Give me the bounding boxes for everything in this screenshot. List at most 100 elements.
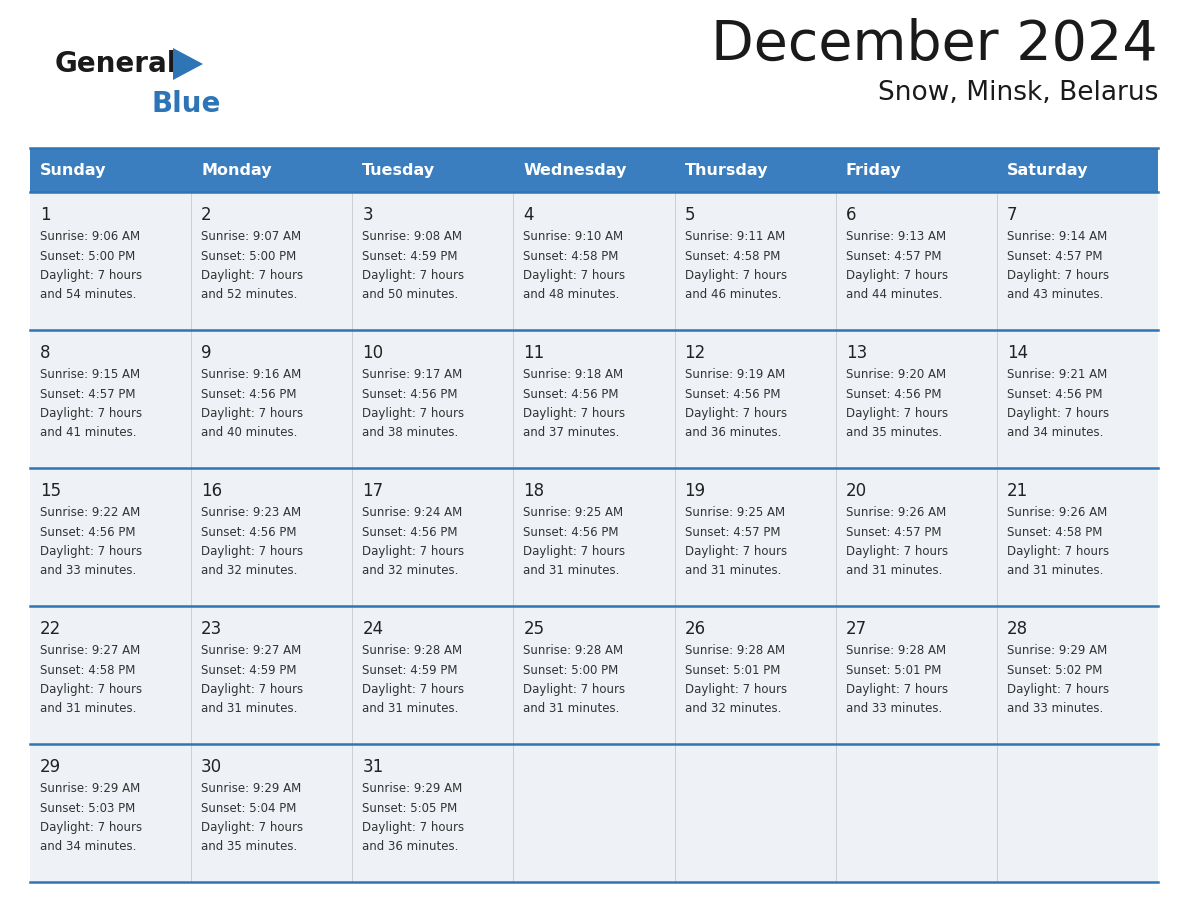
Text: Sunrise: 9:13 AM: Sunrise: 9:13 AM <box>846 230 946 243</box>
Text: and 35 minutes.: and 35 minutes. <box>846 427 942 440</box>
Text: Sunset: 4:58 PM: Sunset: 4:58 PM <box>40 664 135 677</box>
Text: and 44 minutes.: and 44 minutes. <box>846 288 942 301</box>
Text: Daylight: 7 hours: Daylight: 7 hours <box>524 269 626 282</box>
Text: and 33 minutes.: and 33 minutes. <box>40 565 137 577</box>
Text: Sunset: 5:01 PM: Sunset: 5:01 PM <box>684 664 781 677</box>
Text: and 40 minutes.: and 40 minutes. <box>201 427 297 440</box>
Text: Sunrise: 9:18 AM: Sunrise: 9:18 AM <box>524 368 624 381</box>
Text: and 38 minutes.: and 38 minutes. <box>362 427 459 440</box>
Bar <box>30 192 1158 330</box>
Text: and 31 minutes.: and 31 minutes. <box>201 702 297 715</box>
Text: and 32 minutes.: and 32 minutes. <box>684 702 781 715</box>
Text: Tuesday: Tuesday <box>362 162 436 177</box>
Text: and 31 minutes.: and 31 minutes. <box>1007 565 1104 577</box>
Text: Daylight: 7 hours: Daylight: 7 hours <box>684 269 786 282</box>
Text: Daylight: 7 hours: Daylight: 7 hours <box>362 269 465 282</box>
Text: 12: 12 <box>684 344 706 362</box>
Text: Daylight: 7 hours: Daylight: 7 hours <box>40 683 143 696</box>
Text: Sunrise: 9:28 AM: Sunrise: 9:28 AM <box>684 644 785 657</box>
Text: Sunrise: 9:27 AM: Sunrise: 9:27 AM <box>40 644 140 657</box>
Text: 15: 15 <box>40 482 61 500</box>
Text: Snow, Minsk, Belarus: Snow, Minsk, Belarus <box>878 80 1158 106</box>
Text: Daylight: 7 hours: Daylight: 7 hours <box>40 269 143 282</box>
Text: and 31 minutes.: and 31 minutes. <box>40 702 137 715</box>
Text: and 31 minutes.: and 31 minutes. <box>684 565 781 577</box>
Text: Sunrise: 9:25 AM: Sunrise: 9:25 AM <box>684 506 785 519</box>
Text: Sunset: 4:59 PM: Sunset: 4:59 PM <box>362 250 457 263</box>
Text: Sunrise: 9:15 AM: Sunrise: 9:15 AM <box>40 368 140 381</box>
Text: Sunset: 4:59 PM: Sunset: 4:59 PM <box>201 664 297 677</box>
Text: Sunrise: 9:23 AM: Sunrise: 9:23 AM <box>201 506 302 519</box>
Text: 8: 8 <box>40 344 51 362</box>
Text: Sunrise: 9:16 AM: Sunrise: 9:16 AM <box>201 368 302 381</box>
Text: Sunset: 4:57 PM: Sunset: 4:57 PM <box>846 525 941 539</box>
Text: and 43 minutes.: and 43 minutes. <box>1007 288 1104 301</box>
Text: Sunrise: 9:27 AM: Sunrise: 9:27 AM <box>201 644 302 657</box>
Bar <box>30 606 1158 744</box>
Text: 1: 1 <box>40 206 51 224</box>
Text: 7: 7 <box>1007 206 1017 224</box>
Text: and 31 minutes.: and 31 minutes. <box>524 565 620 577</box>
Text: and 32 minutes.: and 32 minutes. <box>201 565 297 577</box>
Text: Daylight: 7 hours: Daylight: 7 hours <box>362 545 465 558</box>
Text: and 41 minutes.: and 41 minutes. <box>40 427 137 440</box>
Text: Sunrise: 9:20 AM: Sunrise: 9:20 AM <box>846 368 946 381</box>
Text: 5: 5 <box>684 206 695 224</box>
Text: Sunrise: 9:07 AM: Sunrise: 9:07 AM <box>201 230 302 243</box>
Text: Sunset: 4:56 PM: Sunset: 4:56 PM <box>684 387 781 400</box>
Text: Sunrise: 9:29 AM: Sunrise: 9:29 AM <box>40 782 140 795</box>
Text: and 34 minutes.: and 34 minutes. <box>40 841 137 854</box>
Text: 31: 31 <box>362 758 384 776</box>
Text: Daylight: 7 hours: Daylight: 7 hours <box>846 545 948 558</box>
Text: 16: 16 <box>201 482 222 500</box>
Text: and 54 minutes.: and 54 minutes. <box>40 288 137 301</box>
Text: Sunrise: 9:28 AM: Sunrise: 9:28 AM <box>524 644 624 657</box>
Text: Sunrise: 9:26 AM: Sunrise: 9:26 AM <box>846 506 946 519</box>
Text: Sunset: 5:00 PM: Sunset: 5:00 PM <box>40 250 135 263</box>
Text: 22: 22 <box>40 620 62 638</box>
Text: Sunset: 5:02 PM: Sunset: 5:02 PM <box>1007 664 1102 677</box>
Text: Daylight: 7 hours: Daylight: 7 hours <box>362 683 465 696</box>
Text: Sunset: 5:03 PM: Sunset: 5:03 PM <box>40 801 135 814</box>
Text: Daylight: 7 hours: Daylight: 7 hours <box>40 821 143 834</box>
Text: Sunset: 4:56 PM: Sunset: 4:56 PM <box>524 387 619 400</box>
Text: Sunrise: 9:10 AM: Sunrise: 9:10 AM <box>524 230 624 243</box>
Text: Thursday: Thursday <box>684 162 769 177</box>
Text: General: General <box>55 50 177 78</box>
Text: Friday: Friday <box>846 162 902 177</box>
Text: and 31 minutes.: and 31 minutes. <box>524 702 620 715</box>
Bar <box>30 744 1158 882</box>
Text: Sunset: 4:56 PM: Sunset: 4:56 PM <box>201 387 297 400</box>
Text: Sunset: 5:04 PM: Sunset: 5:04 PM <box>201 801 297 814</box>
Text: Sunrise: 9:28 AM: Sunrise: 9:28 AM <box>362 644 462 657</box>
Text: and 31 minutes.: and 31 minutes. <box>362 702 459 715</box>
Text: 11: 11 <box>524 344 544 362</box>
Text: and 35 minutes.: and 35 minutes. <box>201 841 297 854</box>
Text: Daylight: 7 hours: Daylight: 7 hours <box>1007 683 1108 696</box>
Text: Sunrise: 9:14 AM: Sunrise: 9:14 AM <box>1007 230 1107 243</box>
Text: Daylight: 7 hours: Daylight: 7 hours <box>846 683 948 696</box>
Text: 2: 2 <box>201 206 211 224</box>
Text: Daylight: 7 hours: Daylight: 7 hours <box>684 407 786 420</box>
Text: Sunset: 4:56 PM: Sunset: 4:56 PM <box>362 525 457 539</box>
Text: 17: 17 <box>362 482 384 500</box>
Text: and 33 minutes.: and 33 minutes. <box>1007 702 1104 715</box>
Text: 3: 3 <box>362 206 373 224</box>
Text: Sunset: 4:59 PM: Sunset: 4:59 PM <box>362 664 457 677</box>
Text: Sunrise: 9:25 AM: Sunrise: 9:25 AM <box>524 506 624 519</box>
Text: and 46 minutes.: and 46 minutes. <box>684 288 781 301</box>
Text: 27: 27 <box>846 620 867 638</box>
Text: 21: 21 <box>1007 482 1028 500</box>
Bar <box>30 148 1158 192</box>
Text: Daylight: 7 hours: Daylight: 7 hours <box>362 407 465 420</box>
Text: Sunrise: 9:21 AM: Sunrise: 9:21 AM <box>1007 368 1107 381</box>
Text: and 50 minutes.: and 50 minutes. <box>362 288 459 301</box>
Text: Daylight: 7 hours: Daylight: 7 hours <box>40 545 143 558</box>
Text: Daylight: 7 hours: Daylight: 7 hours <box>201 683 303 696</box>
Text: Sunrise: 9:08 AM: Sunrise: 9:08 AM <box>362 230 462 243</box>
Text: Wednesday: Wednesday <box>524 162 627 177</box>
Text: Sunset: 4:56 PM: Sunset: 4:56 PM <box>1007 387 1102 400</box>
Text: and 31 minutes.: and 31 minutes. <box>846 565 942 577</box>
Text: 14: 14 <box>1007 344 1028 362</box>
Text: Daylight: 7 hours: Daylight: 7 hours <box>1007 545 1108 558</box>
